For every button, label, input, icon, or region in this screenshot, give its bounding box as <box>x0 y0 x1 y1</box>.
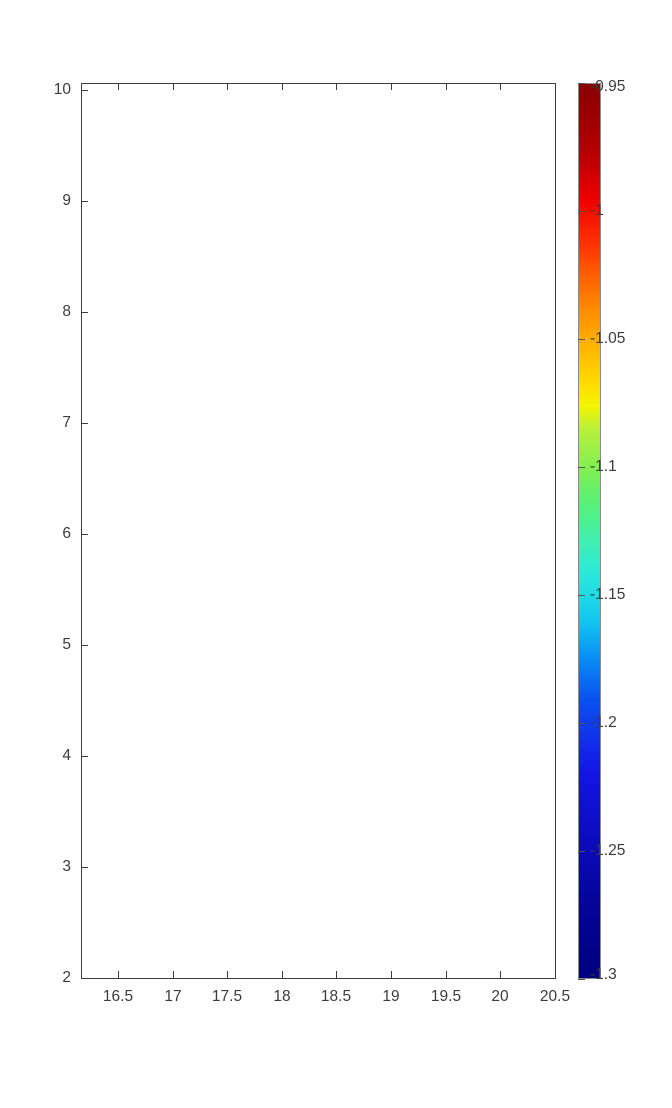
x-tick-top <box>173 83 175 90</box>
y-tick <box>81 201 88 203</box>
y-tick <box>81 423 88 425</box>
x-tick-label: 17 <box>164 988 182 1005</box>
x-tick-top <box>391 83 393 90</box>
y-tick-label: 6 <box>62 525 71 542</box>
x-tick-label: 18 <box>273 988 291 1005</box>
colorbar-tick <box>578 595 585 597</box>
x-tick-bottom <box>391 971 393 978</box>
x-tick-bottom <box>500 971 502 978</box>
colorbar-tick <box>578 467 585 469</box>
y-tick <box>81 756 88 758</box>
colorbar-tick-label: -1.2 <box>590 714 617 731</box>
y-tick-label: 9 <box>62 192 71 209</box>
y-tick <box>81 312 88 314</box>
colorbar-tick-label: -0.95 <box>590 78 626 95</box>
y-tick <box>81 534 88 536</box>
x-tick-bottom <box>282 971 284 978</box>
x-tick-top <box>500 83 502 90</box>
colorbar-tick-label: -1 <box>590 202 604 219</box>
y-tick-label: 8 <box>62 303 71 320</box>
x-tick-bottom <box>555 971 557 978</box>
colorbar-tick-label: -1.25 <box>590 842 626 859</box>
x-tick-top <box>555 83 557 90</box>
y-tick-label: 2 <box>62 969 71 986</box>
colorbar-tick <box>578 851 585 853</box>
x-tick-bottom <box>173 971 175 978</box>
y-tick <box>81 978 88 980</box>
y-tick <box>81 867 88 869</box>
y-tick <box>81 645 88 647</box>
y-tick <box>81 90 88 92</box>
x-tick-top <box>282 83 284 90</box>
colorbar-tick-label: -1.3 <box>590 966 617 983</box>
colorbar-tick-label: -1.15 <box>590 586 626 603</box>
x-tick-label: 20 <box>491 988 509 1005</box>
x-tick-bottom <box>118 971 120 978</box>
x-tick-top <box>446 83 448 90</box>
colorbar-tick <box>578 211 585 213</box>
y-tick-label: 10 <box>53 81 71 98</box>
colorbar-tick <box>578 723 585 725</box>
x-tick-bottom <box>446 971 448 978</box>
y-tick-label: 4 <box>62 747 71 764</box>
x-tick-label: 16.5 <box>102 988 134 1005</box>
colorbar-tick <box>578 979 585 981</box>
x-tick-label: 17.5 <box>211 988 243 1005</box>
x-tick-bottom <box>227 971 229 978</box>
x-tick-label: 19.5 <box>430 988 462 1005</box>
colorbar[interactable] <box>578 83 601 979</box>
colorbar-gradient <box>579 84 600 978</box>
colorbar-tick <box>578 83 585 85</box>
x-tick-label: 19 <box>382 988 400 1005</box>
axes-frame <box>81 83 556 979</box>
colorbar-tick <box>578 339 585 341</box>
x-tick-top <box>336 83 338 90</box>
x-tick-bottom <box>336 971 338 978</box>
colorbar-tick-label: -1.05 <box>590 330 626 347</box>
y-tick-label: 5 <box>62 636 71 653</box>
x-tick-label: 18.5 <box>320 988 352 1005</box>
y-tick-label: 7 <box>62 414 71 431</box>
y-tick-label: 3 <box>62 858 71 875</box>
colorbar-tick-label: -1.1 <box>590 458 617 475</box>
x-tick-top <box>227 83 229 90</box>
x-tick-label: 20.5 <box>539 988 571 1005</box>
x-tick-top <box>118 83 120 90</box>
